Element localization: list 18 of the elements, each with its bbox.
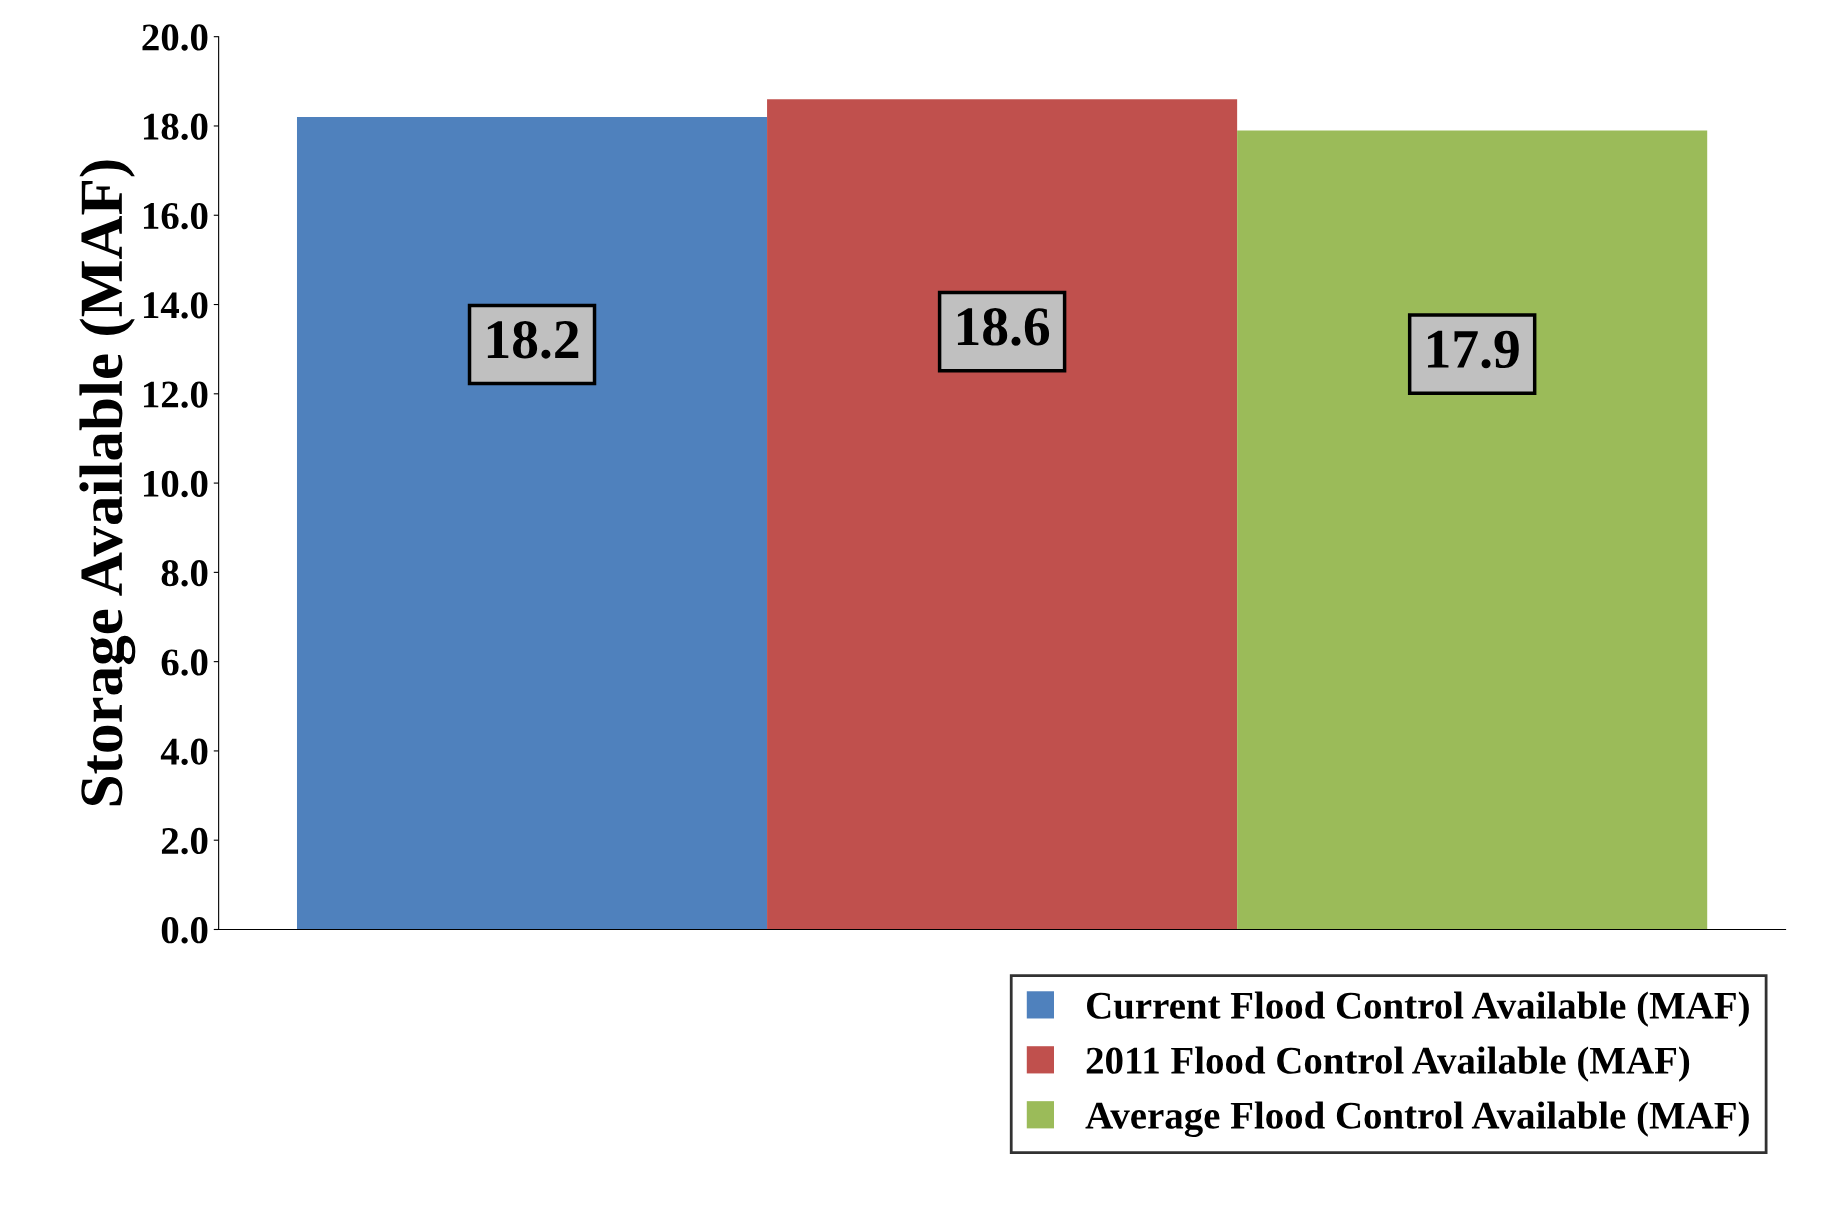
y-tick-label: 4.0 <box>160 738 208 765</box>
y-tick-label: 18.0 <box>143 113 208 141</box>
y-tick-label: 8.0 <box>161 560 208 587</box>
data-label: 18.6 <box>957 308 1050 346</box>
y-tick-label: 14.0 <box>143 292 208 319</box>
legend-label: 2011 Flood Control Available (MAF) <box>1086 1046 1690 1082</box>
legend-label: Current Flood Control Available (MAF) <box>1087 991 1749 1027</box>
y-axis-title: Storage Available (MAF) <box>79 160 136 806</box>
data-label: 18.2 <box>487 320 579 359</box>
y-tick-label: 0.0 <box>161 917 208 944</box>
data-label: 17.9 <box>1428 330 1519 369</box>
y-tick-label: 16.0 <box>143 202 208 230</box>
y-tick-label: 12.0 <box>143 381 208 408</box>
y-tick-label: 6.0 <box>161 649 208 676</box>
y-tick-label: 2.0 <box>161 827 208 855</box>
y-tick-label: 10.0 <box>143 470 208 498</box>
legend-label: Average Flood Control Available (MAF) <box>1085 1101 1749 1137</box>
y-tick-label: 20.0 <box>142 24 208 51</box>
